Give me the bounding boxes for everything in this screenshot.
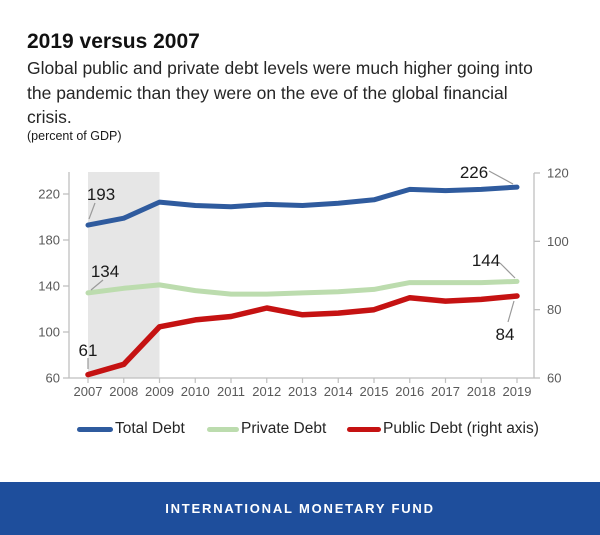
legend-item-public-debt: Public Debt (right axis) [347, 420, 539, 438]
annotation-leader [88, 202, 96, 220]
x-axis-year-label: 2014 [324, 384, 353, 399]
annotation-label: 144 [472, 251, 500, 270]
x-axis-year-label: 2008 [109, 384, 138, 399]
private-debt-line-swatch [207, 426, 239, 432]
series-line-private-debt [85, 278, 520, 297]
x-axis-year-label: 2013 [288, 384, 317, 399]
series-line-total-debt [85, 184, 520, 228]
x-axis-year-label: 2012 [252, 384, 281, 399]
subtitle-line: the pandemic than they were on the eve o… [27, 82, 508, 103]
annotation-leader [499, 262, 516, 279]
series-line-public-debt-right-axis [85, 293, 520, 378]
x-axis-year-label: 2016 [395, 384, 424, 399]
annotation-label: 226 [460, 163, 488, 182]
right-axis-tick-label: 80 [547, 302, 561, 317]
annotation-leader [90, 279, 104, 291]
legend-item-private-debt: Private Debt [207, 420, 326, 438]
annotation-label: 193 [87, 185, 115, 204]
annotation-leader [488, 170, 514, 185]
x-axis-year-label: 2018 [467, 384, 496, 399]
right-axis-tick-label: 100 [547, 234, 569, 249]
annotation-label: 84 [496, 325, 515, 344]
legend-label: Private Debt [241, 420, 327, 437]
imf-footer-label: INTERNATIONAL MONETARY FUND [165, 501, 435, 516]
annotation-label: 134 [91, 262, 119, 281]
x-axis-year-label: 2007 [74, 384, 103, 399]
right-axis-tick-label: 60 [547, 371, 561, 386]
x-axis-year-label: 2010 [181, 384, 210, 399]
annotation-leader [507, 300, 515, 323]
left-axis-tick-label: 100 [38, 325, 60, 340]
public-debt-line-swatch [347, 426, 381, 432]
imf-footer-banner: INTERNATIONAL MONETARY FUND [0, 482, 600, 535]
left-axis-tick-label: 180 [38, 233, 60, 248]
right-axis-tick-label: 120 [547, 166, 569, 181]
subtitle-line: crisis. [27, 107, 72, 127]
legend-item-total-debt: Total Debt [77, 420, 185, 438]
chart-subtitle: Global public and private debt levels we… [27, 56, 533, 130]
left-axis-tick-label: 140 [38, 279, 60, 294]
x-axis-year-label: 2019 [503, 384, 532, 399]
subtitle-line: Global public and private debt levels we… [27, 58, 533, 78]
left-axis-tick-label: 220 [38, 187, 60, 202]
total-debt-line-swatch [77, 426, 113, 432]
unit-note: (percent of GDP) [27, 129, 122, 143]
chart-legend: Total Debt Private Debt Public Debt (rig… [0, 420, 600, 438]
legend-label: Total Debt [115, 420, 185, 437]
chart-title: 2019 versus 2007 [27, 30, 200, 53]
x-axis-year-label: 2017 [431, 384, 460, 399]
legend-label: Public Debt (right axis) [383, 420, 539, 437]
annotation-label: 61 [79, 341, 98, 360]
left-axis-tick-label: 60 [46, 371, 60, 386]
x-axis-year-label: 2011 [217, 384, 245, 399]
x-axis-year-label: 2009 [145, 384, 174, 399]
x-axis-year-label: 2015 [360, 384, 389, 399]
